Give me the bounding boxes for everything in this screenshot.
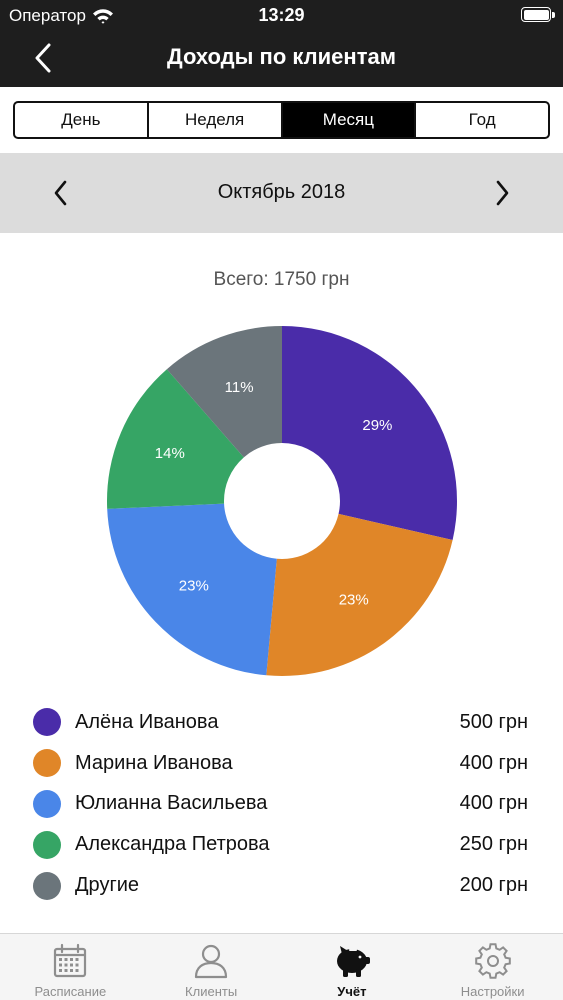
period-label: Октябрь 2018 bbox=[217, 181, 346, 203]
wifi-icon bbox=[92, 9, 113, 24]
slice-percent-label: 23% bbox=[339, 592, 369, 609]
carrier-info: Оператор bbox=[9, 6, 114, 26]
tab-label: Настройки bbox=[460, 984, 525, 999]
client-name: Алёна Иванова bbox=[75, 710, 219, 733]
clock: 13:29 bbox=[258, 5, 305, 25]
tab-accounting[interactable]: Учёт bbox=[282, 934, 423, 1000]
gear-icon bbox=[474, 942, 512, 980]
tab-label: Учёт bbox=[337, 984, 367, 999]
chevron-left-icon bbox=[54, 180, 67, 206]
legend-color-dot bbox=[33, 749, 61, 778]
legend-row[interactable]: Юлианна Васильева 400 грн bbox=[33, 784, 533, 825]
segment-day[interactable]: День bbox=[15, 103, 149, 137]
back-button[interactable] bbox=[26, 38, 60, 78]
income-donut-chart: 29% 23% 23% 14% 11% bbox=[107, 326, 457, 676]
period-segmented-control: День Неделя Месяц Год bbox=[13, 101, 550, 139]
legend-color-dot bbox=[33, 708, 61, 737]
client-name: Марина Иванова bbox=[75, 751, 233, 774]
tab-label: Клиенты bbox=[185, 984, 238, 999]
pie-slice[interactable] bbox=[282, 326, 457, 540]
slice-percent-label: 23% bbox=[179, 577, 209, 594]
client-amount: 400 грн bbox=[459, 792, 528, 815]
client-amount: 250 грн bbox=[459, 833, 528, 856]
segment-year[interactable]: Год bbox=[468, 110, 496, 129]
pie-slice[interactable] bbox=[166, 326, 282, 458]
pie-slice[interactable] bbox=[107, 503, 277, 676]
clients-legend: Алёна Иванова 500 грн Марина Иванова 400… bbox=[33, 702, 533, 906]
tab-schedule[interactable]: Расписание bbox=[0, 934, 141, 1000]
navigation-bar: Оператор 13:29 Доходы по клиентам bbox=[0, 0, 563, 87]
tab-clients[interactable]: Клиенты bbox=[141, 934, 282, 1000]
pie-slice[interactable] bbox=[107, 369, 244, 509]
client-name: Юлианна Васильева bbox=[75, 792, 268, 815]
previous-period-button[interactable] bbox=[43, 175, 79, 211]
total-income: Всего: 1750 грн bbox=[213, 269, 350, 290]
chevron-right-icon bbox=[496, 180, 509, 206]
battery-icon bbox=[521, 7, 555, 22]
tab-bar: Расписание Клиенты Учёт bbox=[0, 933, 563, 1000]
legend-row[interactable]: Другие 200 грн bbox=[33, 865, 533, 906]
tab-label: Расписание bbox=[34, 984, 107, 999]
client-name: Александра Петрова bbox=[75, 833, 270, 856]
person-icon bbox=[192, 942, 230, 980]
client-amount: 200 грн bbox=[459, 874, 528, 897]
carrier-name: Оператор bbox=[9, 6, 86, 25]
pie-slice[interactable] bbox=[266, 513, 453, 676]
status-bar: Оператор 13:29 bbox=[0, 0, 563, 30]
segment-month[interactable]: Месяц bbox=[282, 103, 417, 137]
segment-week[interactable]: Неделя bbox=[149, 103, 283, 137]
page-title: Доходы по клиентам bbox=[167, 44, 396, 69]
client-amount: 500 грн bbox=[459, 710, 528, 733]
client-name: Другие bbox=[75, 874, 140, 897]
tab-settings[interactable]: Настройки bbox=[422, 934, 563, 1000]
client-amount: 400 грн bbox=[459, 751, 528, 774]
legend-row[interactable]: Алёна Иванова 500 грн bbox=[33, 702, 533, 743]
slice-percent-label: 14% bbox=[155, 445, 185, 462]
legend-color-dot bbox=[33, 789, 61, 818]
next-period-button[interactable] bbox=[484, 175, 520, 211]
chevron-left-icon bbox=[35, 43, 51, 73]
legend-color-dot bbox=[33, 830, 61, 859]
piggy-bank-icon bbox=[333, 942, 371, 980]
period-navigator: Октябрь 2018 bbox=[0, 153, 563, 233]
slice-percent-label: 11% bbox=[225, 379, 254, 396]
legend-row[interactable]: Марина Иванова 400 грн bbox=[33, 743, 533, 784]
calendar-icon bbox=[51, 942, 89, 980]
legend-row[interactable]: Александра Петрова 250 грн bbox=[33, 824, 533, 865]
legend-color-dot bbox=[33, 871, 61, 900]
slice-percent-label: 29% bbox=[362, 417, 392, 434]
